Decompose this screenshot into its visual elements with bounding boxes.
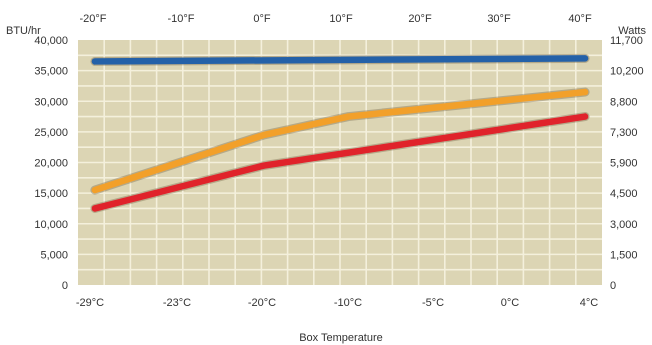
x-top-tick-label: -10°F [167, 13, 194, 25]
series-line-1 [91, 55, 589, 65]
x-top-tick-label: -20°F [79, 13, 106, 25]
series-line-3 [91, 113, 589, 212]
y-right-tick-label: 1,500 [610, 249, 638, 261]
y-right-tick-label: 3,000 [610, 219, 638, 231]
x-top-tick-label: 40°F [568, 13, 592, 25]
y-right-tick-label: 10,200 [610, 66, 644, 78]
y-left-tick-label: 20,000 [34, 158, 68, 170]
x-top-tick-label: 0°F [253, 13, 271, 25]
y-left-tick-label: 35,000 [34, 66, 68, 78]
y-left-tick-label: 40,000 [34, 35, 68, 47]
y-left-tick-label: 25,000 [34, 127, 68, 139]
x-top-tick-label: 10°F [329, 13, 353, 25]
x-top-tick-label: 20°F [408, 13, 432, 25]
x-bottom-tick-label: -23°C [163, 297, 191, 309]
grid [78, 40, 602, 285]
y-left-tick-label: 10,000 [34, 219, 68, 231]
y-right-tick-label: 7,300 [610, 127, 638, 139]
y-left-tick-label: 5,000 [40, 249, 68, 261]
x-bottom-tick-label: -29°C [76, 297, 104, 309]
x-top-tick-label: 30°F [487, 13, 511, 25]
y-left-tick-label: 0 [62, 280, 68, 292]
y-axis-right-title: Watts [618, 25, 646, 37]
y-right-tick-label: 8,800 [610, 96, 638, 108]
y-right-tick-label: 4,500 [610, 188, 638, 200]
x-bottom-tick-label: 0°C [501, 297, 520, 309]
y-left-tick-label: 15,000 [34, 188, 68, 200]
x-bottom-tick-label: 4°C [580, 297, 599, 309]
y-right-tick-label: 0 [610, 280, 616, 292]
y-right-tick-label: 11,700 [610, 35, 643, 47]
x-axis-title: Box Temperature [299, 332, 383, 344]
series-lines [90, 53, 590, 213]
y-axis-left-title: BTU/hr [6, 25, 41, 37]
x-bottom-tick-label: -5°C [422, 297, 444, 309]
x-bottom-tick-label: -10°C [334, 297, 362, 309]
y-left-tick-label: 30,000 [34, 96, 68, 108]
x-bottom-tick-label: -20°C [248, 297, 276, 309]
series-line-2 [91, 88, 589, 194]
y-right-tick-label: 5,900 [610, 158, 638, 170]
tick-labels: 0 5,000 10,000 15,000 20,000 25,000 30,000 35,0… [34, 13, 643, 309]
